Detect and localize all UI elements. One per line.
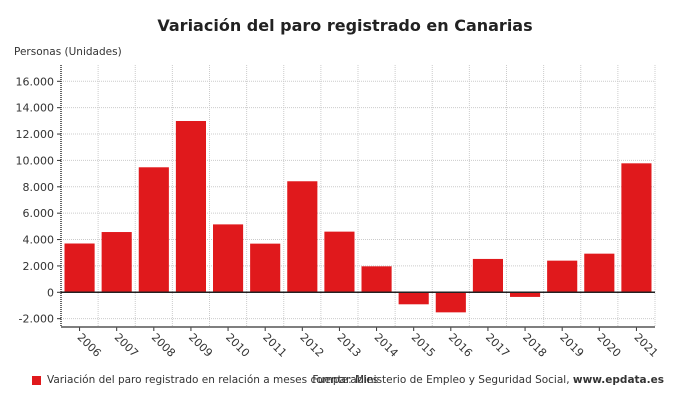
bar-2011 [250,243,281,293]
bar-2017 [472,258,503,293]
x-tick-label: 2010 [223,331,252,360]
bar-2021 [621,163,652,293]
x-tick-label: 2016 [446,331,475,360]
legend: Variación del paro registrado en relació… [32,374,378,386]
source-note: Fuente: Ministerio de Empleo y Seguridad… [312,374,664,386]
x-tick-label: 2015 [409,331,438,360]
y-axis-label: Personas (Unidades) [14,46,122,58]
bar-2014 [361,266,392,293]
y-tick-label: 10.000 [16,154,55,167]
x-tick-label: 2018 [520,331,549,360]
legend-label: Variación del paro registrado en relació… [47,374,379,386]
x-tick-label: 2008 [149,331,178,360]
bar-2013 [324,231,355,293]
legend-swatch [32,375,41,385]
bar-2008 [138,167,169,293]
bar-2015 [398,292,429,305]
y-tick-label: 2.000 [23,260,55,273]
y-tick-label: 14.000 [16,102,55,115]
chart-title: Variación del paro registrado en Canaria… [157,16,533,35]
x-tick-label: 2009 [186,331,215,360]
x-tick-label: 2019 [557,331,586,360]
y-tick-label: 4.000 [23,234,55,247]
y-tick-label: -2.000 [19,313,54,326]
x-tick-label: 2011 [260,331,289,360]
bar-2018 [510,292,541,297]
bar-2010 [213,224,244,293]
source-text: Fuente: Ministerio de Empleo y Seguridad… [312,374,573,386]
bar-2019 [547,260,578,293]
y-tick-label: 12.000 [16,128,55,141]
x-tick-label: 2012 [297,331,326,360]
x-tick-label: 2006 [75,331,104,360]
x-tick-label: 2007 [112,331,141,360]
bar-2009 [175,120,206,293]
source-site[interactable]: www.epdata.es [572,374,664,386]
y-tick-label: 6.000 [23,207,55,220]
bar-2020 [584,253,615,293]
x-tick-label: 2017 [483,331,512,360]
x-tick-label: 2014 [372,331,401,360]
x-tick-label: 2021 [631,331,660,360]
y-tick-label: 0 [47,286,54,299]
bar-2012 [287,181,318,293]
y-tick-label: 16.000 [16,75,55,88]
bar-2006 [64,243,95,293]
y-tick-label: 8.000 [23,181,55,194]
bar-2007 [101,232,132,293]
x-tick-label: 2020 [594,331,623,360]
bar-2016 [435,292,466,313]
x-tick-label: 2013 [334,331,363,360]
